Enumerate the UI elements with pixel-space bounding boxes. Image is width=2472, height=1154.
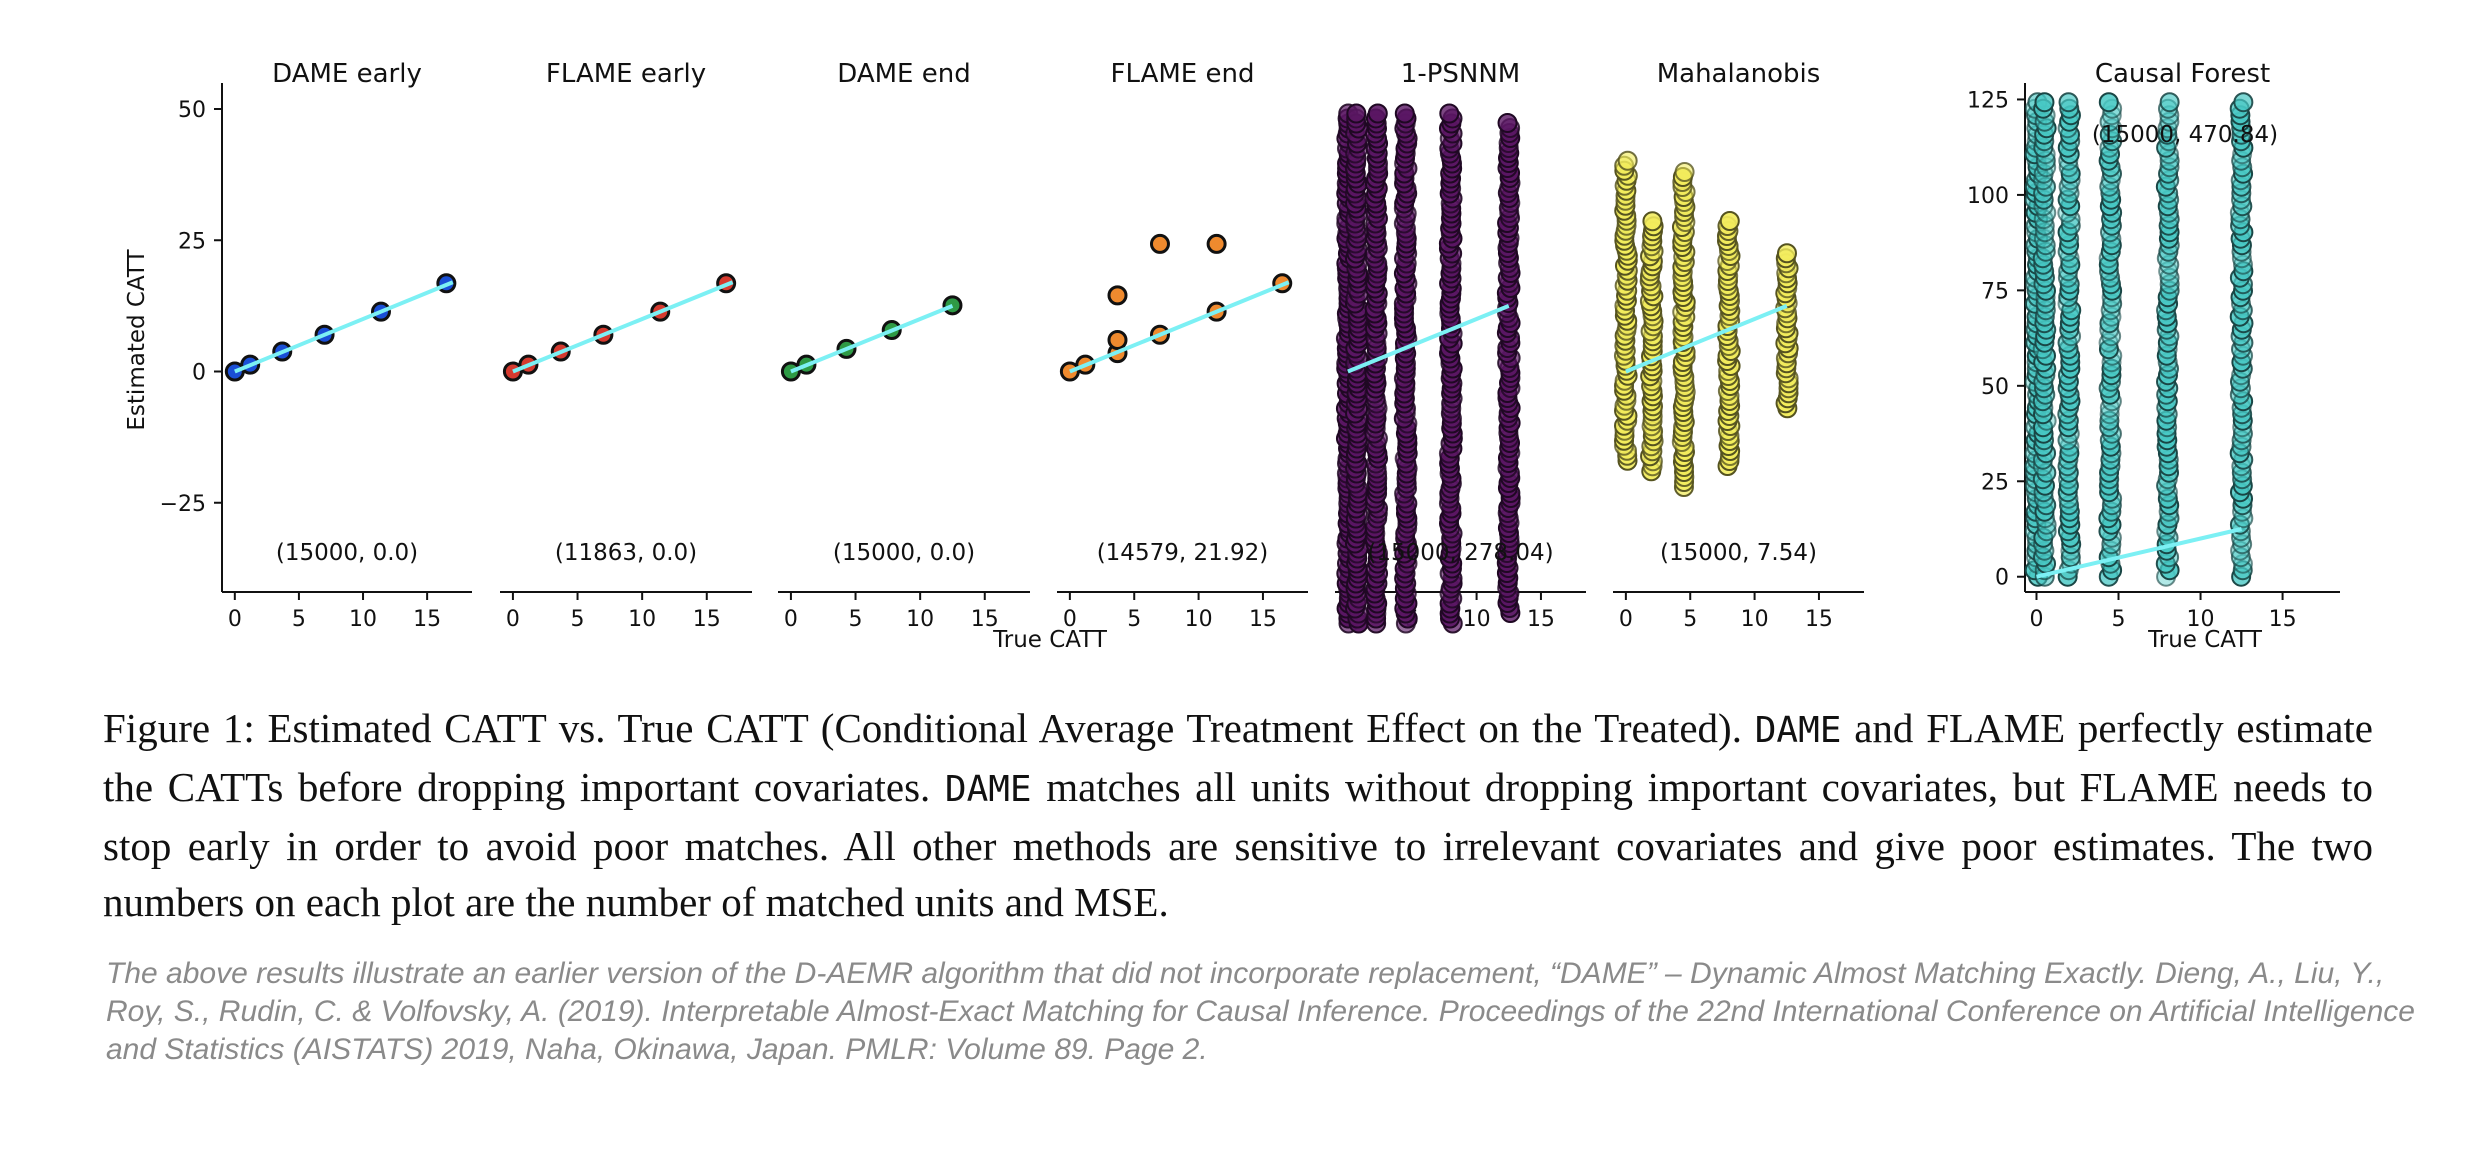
x-axis-label: True CATT	[992, 627, 1108, 653]
data-point-7	[2233, 92, 2254, 113]
citation-note: The above results illustrate an earlier …	[106, 957, 2415, 1066]
x-tick-label: 10	[1185, 607, 1213, 632]
data-point-5	[1497, 113, 1518, 133]
panel-4: FLAME end 0 5 10 15 (14579, 21.92) True CATT	[992, 59, 1308, 653]
panel-title: DAME early	[272, 59, 422, 89]
caption-dame-1: DAME	[1754, 710, 1842, 751]
x-tick-label: 0	[784, 607, 798, 632]
y-tick-label: 100	[1967, 184, 2009, 209]
x-tick-label: 5	[849, 607, 863, 632]
data-point-6	[1719, 211, 1740, 231]
data-point-4	[1149, 233, 1170, 254]
caption-part1: Estimated CATT vs. True CATT (Conditiona…	[267, 705, 1742, 751]
x-tick-label: 5	[292, 607, 306, 632]
data-point-4	[1107, 330, 1128, 350]
panel-annotation: (15000, 470.84)	[2092, 122, 2278, 148]
x-tick-label: 0	[506, 607, 520, 632]
caption-part2: and FLAME perfectly estimate the CATTs b…	[103, 705, 2374, 810]
data-point-6	[1642, 211, 1663, 232]
data-point-5	[1367, 103, 1388, 124]
panel-annotation: (15000, 0.0)	[833, 540, 975, 566]
x-tick-label: 15	[1249, 607, 1277, 632]
y-tick-label: 50	[178, 98, 206, 123]
panel-annotation: (15000, 7.54)	[1660, 540, 1817, 566]
data-point-6	[1776, 243, 1797, 264]
y-tick-label: 25	[178, 229, 206, 254]
trend-line	[1625, 304, 1788, 374]
data-point-6	[1617, 150, 1638, 171]
trend-line	[1347, 304, 1510, 374]
x-tick-label: 10	[1741, 607, 1769, 632]
panel-annotation: (15000, 0.0)	[276, 540, 418, 566]
y-tick-label: 0	[192, 361, 206, 386]
trend-line	[1069, 280, 1290, 374]
panel-title: DAME end	[837, 59, 970, 89]
panel-3: DAME end 0 5 10 15 (15000, 0.0)	[778, 59, 1030, 632]
x-tick-label: 0	[228, 607, 242, 632]
panel-2: FLAME early 0 5 10 15 (11863, 0.0)	[500, 59, 752, 632]
panel-annotation: (14579, 21.92)	[1097, 540, 1269, 566]
panel-5: 1-PSNNM051015(15000, 278.04)	[1335, 59, 1586, 634]
x-tick-label: 15	[413, 607, 441, 632]
panel-6: Mahalanobis 0 5 10 15 (15000, 7.54)	[1613, 59, 1864, 632]
y-tick-label: 50	[1981, 375, 2009, 400]
data-point-3	[942, 295, 963, 316]
x-tick-label: 10	[1463, 607, 1491, 632]
x-tick-label: 15	[693, 607, 721, 632]
x-tick-label: 5	[2112, 607, 2126, 632]
x-axis-label: True CATT	[2147, 627, 2263, 653]
trend-line	[234, 280, 454, 374]
x-tick-label: 15	[1527, 607, 1555, 632]
panel-7: Causal Forest 125 100 75 50 25 00 5 10 15 (15000, …	[1967, 59, 2340, 653]
x-tick-label: 10	[906, 607, 934, 632]
caption-part3: matches all units without dropping impor…	[103, 764, 2374, 925]
panel-title: FLAME early	[546, 59, 706, 89]
y-tick-label: 125	[1967, 88, 2009, 113]
data-point-5	[1346, 103, 1367, 124]
panel-annotation: (15000, 278.04)	[1367, 540, 1553, 566]
x-tick-label: 0	[1619, 607, 1633, 632]
trend-line	[790, 304, 954, 374]
data-point-5	[1394, 103, 1415, 124]
panel-title: Mahalanobis	[1657, 59, 1821, 89]
x-tick-label: 15	[2269, 607, 2297, 632]
y-axis-label: Estimated CATT	[124, 248, 150, 430]
y-tick-label: −25	[160, 492, 206, 517]
caption-label: Figure 1:	[103, 705, 255, 751]
x-tick-label: 5	[1127, 607, 1141, 632]
y-tick-label: 75	[1981, 279, 2009, 304]
data-point-5	[1439, 103, 1460, 124]
x-tick-label: 10	[349, 607, 377, 632]
data-point-7	[2159, 92, 2180, 113]
x-tick-label: 5	[1683, 607, 1697, 632]
trend-line	[512, 280, 734, 374]
x-tick-label: 10	[628, 607, 656, 632]
data-point-4	[1107, 285, 1128, 306]
x-tick-label: 10	[2187, 607, 2215, 632]
figure-caption: Figure 1: Estimated CATT vs. True CATT (…	[103, 700, 2373, 930]
y-tick-label: 25	[1981, 470, 2009, 495]
caption-dame-2: DAME	[944, 769, 1032, 810]
y-tick-label: 0	[1995, 566, 2009, 591]
data-point-7	[2098, 92, 2119, 113]
panel-title: 1-PSNNM	[1401, 59, 1520, 89]
panel-annotation: (11863, 0.0)	[555, 540, 697, 566]
x-tick-label: 0	[2029, 607, 2043, 632]
panel-title: FLAME end	[1111, 59, 1255, 89]
x-tick-label: 5	[571, 607, 585, 632]
data-point-4	[1206, 233, 1227, 254]
x-tick-label: 0	[1063, 607, 1077, 632]
x-tick-label: 15	[971, 607, 999, 632]
panel-title: Causal Forest	[2095, 59, 2270, 89]
data-point-6	[1674, 162, 1695, 182]
x-tick-label: 15	[1805, 607, 1833, 632]
panel-1: DAME early 50 25 0 −25 0 5 10 15 (15000, 0.0) Esti…	[124, 59, 472, 632]
data-point-7	[2058, 92, 2079, 113]
trend-line	[2036, 527, 2243, 579]
data-point-7	[2034, 92, 2055, 113]
